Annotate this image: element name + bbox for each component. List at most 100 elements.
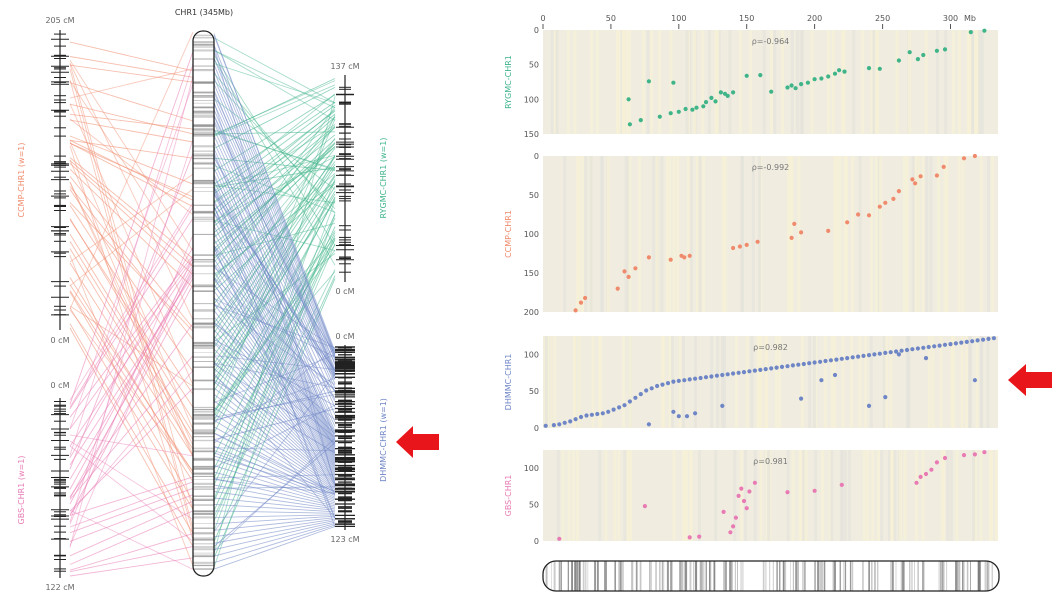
chromosome-band [193, 91, 214, 94]
marker-link [213, 515, 336, 525]
data-point [914, 480, 919, 485]
gbs-bottom-label: 122 cM [45, 583, 74, 592]
data-point [926, 344, 931, 350]
marker-link [69, 68, 194, 529]
marker-link [69, 233, 194, 434]
marker-link [69, 291, 194, 502]
panel-stripe [590, 30, 593, 134]
panel-stripe [903, 450, 907, 541]
panel-stripe [625, 30, 629, 134]
chromosome-band [193, 264, 214, 267]
dotplot-panel: 0 50 100 DHMMC-CHR1 ρ=0.982 [504, 336, 998, 433]
chromosome-band [193, 325, 214, 327]
chromosome-band [193, 95, 214, 98]
marker-link [69, 258, 194, 430]
marker-link [69, 63, 194, 511]
panel-stripe [975, 336, 979, 428]
marker-link [213, 203, 336, 371]
marker-link [213, 523, 336, 557]
chromosome-band [193, 568, 214, 570]
x-axis-unit: Mb [964, 14, 976, 23]
marker-link [213, 474, 336, 479]
data-point [828, 358, 834, 363]
marker-link [213, 92, 336, 359]
data-point [986, 336, 991, 341]
chromosome-band [193, 311, 214, 312]
marker-link [213, 167, 336, 348]
marker-link [213, 455, 336, 495]
data-point [793, 86, 798, 91]
marker-link [69, 60, 194, 252]
chromosome-band [193, 107, 214, 109]
chromosome-band [740, 561, 742, 591]
data-point [562, 420, 567, 425]
marker-link [213, 187, 336, 528]
panel-stripe [879, 156, 882, 312]
data-point [741, 370, 747, 375]
panel-stripe [898, 450, 902, 541]
panel-stripe [790, 30, 794, 134]
panel-stripe [972, 450, 976, 541]
data-point [721, 509, 726, 514]
data-point [991, 336, 997, 341]
marker-link [213, 404, 336, 468]
data-point [660, 382, 665, 387]
panel-stripe [599, 156, 603, 312]
data-point [709, 95, 714, 100]
dotplot-panels: 0 50 100 150 RYGMC-CHR1 ρ=-0.964 0 50 100 150 200 C… [504, 14, 1052, 592]
panel-stripe [710, 336, 714, 428]
panel-stripe [979, 450, 983, 541]
chromosome-band [193, 344, 214, 346]
marker-link [213, 304, 336, 349]
panel-stripe [740, 450, 743, 541]
chromosome-band [193, 465, 214, 468]
data-point [856, 354, 861, 359]
chromosome-band [597, 561, 599, 591]
marker-link [69, 241, 194, 440]
chromosome-band [587, 561, 589, 591]
chromosome-band [942, 561, 944, 591]
rygmc-map: 137 cM 0 cM RYGMC-CHR1 (w=1) [330, 62, 388, 296]
chromosome-band [193, 180, 214, 182]
data-point [866, 213, 872, 218]
marker-link [69, 323, 194, 534]
panel-stripe [845, 156, 848, 312]
panel-stripe [683, 450, 687, 541]
data-point [818, 359, 823, 364]
chromosome-band [193, 432, 214, 435]
panel-stripe [649, 30, 653, 134]
data-point [698, 375, 703, 381]
marker-link [213, 120, 336, 364]
panel-stripe [925, 156, 929, 312]
marker-link [69, 262, 194, 457]
chromosome-band [193, 273, 214, 275]
panel-stripe [942, 450, 946, 541]
data-point [934, 173, 940, 178]
panel-stripe [852, 30, 856, 134]
chromosome-band [817, 561, 819, 591]
data-point [877, 351, 882, 356]
panel-stripe [733, 450, 737, 541]
marker-link [213, 432, 336, 496]
marker-link [213, 322, 336, 420]
panel-stripe [830, 450, 834, 541]
data-point [728, 530, 733, 535]
data-point [915, 57, 921, 62]
data-point [709, 374, 714, 379]
dhmmc-bottom-label: 123 cM [330, 535, 359, 544]
panel-stripe [757, 336, 761, 428]
data-point [972, 378, 978, 383]
data-point [877, 204, 882, 209]
data-point [758, 73, 763, 78]
data-point [872, 352, 877, 357]
marker-link [69, 62, 194, 320]
data-point [964, 339, 969, 344]
panel-stripe [693, 336, 697, 428]
panel-stripe [606, 156, 610, 312]
data-point [972, 153, 978, 159]
y-tick-label: 50 [529, 501, 539, 510]
chromosome-band [193, 475, 214, 477]
chromosome-band [814, 561, 816, 591]
marker-link [69, 186, 194, 340]
data-point [812, 360, 817, 365]
